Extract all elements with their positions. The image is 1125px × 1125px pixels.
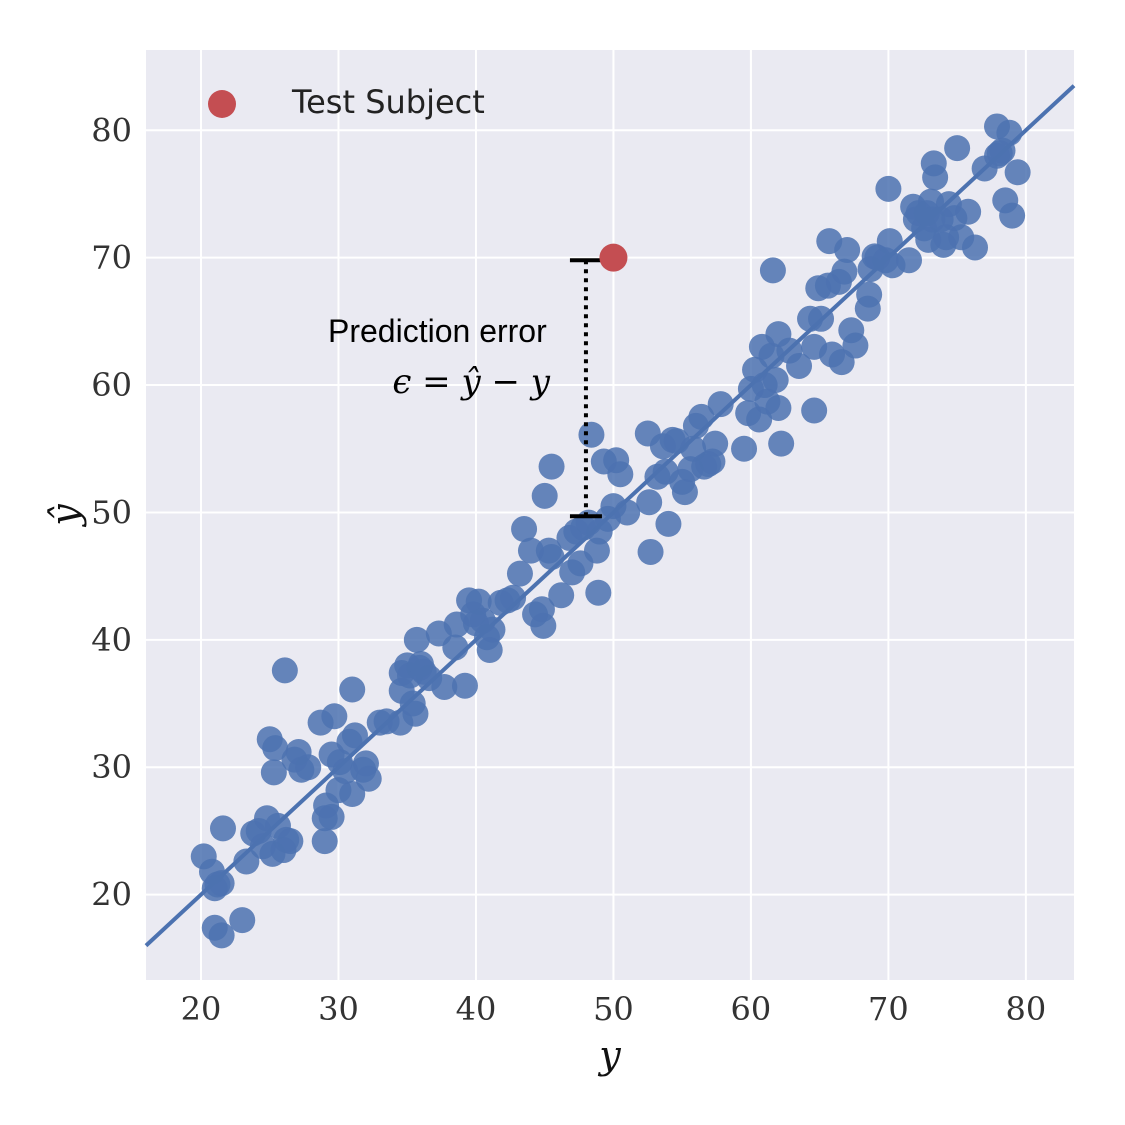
data-point bbox=[578, 421, 605, 448]
data-point bbox=[920, 150, 947, 177]
x-tick-label: 50 bbox=[593, 990, 634, 1028]
y-tick-label: 40 bbox=[91, 621, 132, 659]
data-point bbox=[768, 430, 795, 457]
data-point bbox=[339, 676, 366, 703]
data-point bbox=[999, 202, 1026, 229]
test-subject-point bbox=[599, 243, 628, 272]
data-point bbox=[607, 461, 634, 488]
legend: Test Subject bbox=[208, 83, 485, 121]
data-point bbox=[511, 516, 538, 543]
data-point bbox=[355, 765, 382, 792]
data-point bbox=[442, 634, 469, 661]
y-tick-label: 80 bbox=[91, 111, 132, 149]
data-point bbox=[321, 703, 348, 730]
data-point bbox=[402, 700, 429, 727]
data-point bbox=[583, 537, 610, 564]
y-tick-label: 50 bbox=[91, 493, 132, 531]
data-point bbox=[451, 672, 478, 699]
legend-label: Test Subject bbox=[291, 83, 485, 121]
data-point bbox=[262, 735, 289, 762]
x-tick-label: 40 bbox=[456, 990, 497, 1028]
highlight-group bbox=[599, 243, 628, 272]
x-tick-label: 60 bbox=[731, 990, 772, 1028]
x-tick-label: 70 bbox=[868, 990, 909, 1028]
data-point bbox=[548, 582, 575, 609]
data-point bbox=[339, 781, 366, 807]
data-point bbox=[531, 482, 558, 509]
data-point bbox=[842, 332, 869, 359]
annotation-formula: ϵ = ŷ − y bbox=[392, 362, 550, 402]
data-point bbox=[801, 397, 828, 424]
data-point bbox=[479, 616, 506, 643]
x-tick-labels: 20 30 40 50 60 70 80 bbox=[181, 990, 1047, 1028]
x-axis-label: y bbox=[597, 1033, 621, 1077]
data-point bbox=[431, 673, 458, 700]
data-point bbox=[260, 759, 287, 786]
data-point bbox=[229, 907, 256, 934]
data-point bbox=[295, 754, 322, 781]
data-point bbox=[655, 510, 682, 537]
data-point bbox=[538, 453, 565, 480]
data-point bbox=[311, 828, 338, 855]
data-point bbox=[517, 537, 544, 564]
data-point bbox=[500, 584, 527, 611]
data-point bbox=[765, 394, 792, 421]
data-point bbox=[944, 135, 971, 162]
y-tick-label: 60 bbox=[91, 366, 132, 404]
data-point bbox=[209, 815, 236, 842]
data-points bbox=[190, 113, 1031, 949]
data-point bbox=[277, 828, 304, 855]
data-point bbox=[856, 281, 883, 308]
y-axis-label: ŷ bbox=[43, 504, 87, 528]
data-point bbox=[834, 237, 861, 264]
data-point bbox=[403, 626, 430, 653]
data-point bbox=[707, 391, 734, 418]
data-point bbox=[786, 352, 813, 379]
data-point bbox=[875, 175, 902, 202]
y-tick-label: 30 bbox=[91, 748, 132, 786]
data-point bbox=[341, 722, 368, 749]
prediction-error-annotation: Prediction error ϵ = ŷ − y bbox=[328, 258, 602, 519]
data-point bbox=[702, 430, 729, 457]
y-tick-label: 70 bbox=[91, 239, 132, 277]
data-point bbox=[896, 247, 923, 274]
data-point bbox=[759, 257, 786, 284]
x-tick-label: 80 bbox=[1006, 990, 1047, 1028]
data-point bbox=[476, 637, 503, 664]
data-point bbox=[208, 870, 235, 897]
data-point bbox=[731, 435, 758, 462]
y-tick-label: 20 bbox=[91, 876, 132, 914]
data-point bbox=[233, 848, 260, 875]
data-point bbox=[636, 489, 663, 516]
data-point bbox=[688, 403, 715, 430]
data-point bbox=[876, 228, 903, 255]
data-point bbox=[637, 538, 664, 565]
data-point bbox=[671, 479, 698, 506]
data-point bbox=[1004, 159, 1031, 186]
data-point bbox=[208, 922, 235, 949]
data-point bbox=[955, 198, 982, 225]
y-tick-labels: 20 30 40 50 60 70 80 bbox=[91, 111, 132, 913]
data-point bbox=[996, 119, 1023, 146]
data-point bbox=[962, 234, 989, 261]
annotation-label: Prediction error bbox=[328, 313, 547, 349]
data-point bbox=[506, 560, 533, 587]
data-point bbox=[318, 803, 345, 830]
data-point bbox=[585, 579, 612, 606]
x-tick-label: 20 bbox=[181, 990, 222, 1028]
data-point bbox=[538, 544, 565, 571]
data-point bbox=[530, 612, 557, 639]
data-point bbox=[614, 499, 641, 526]
data-point bbox=[271, 657, 298, 684]
legend-marker bbox=[208, 90, 236, 118]
x-tick-label: 30 bbox=[318, 990, 359, 1028]
data-point bbox=[808, 305, 835, 332]
data-point bbox=[831, 258, 858, 285]
data-point bbox=[762, 366, 789, 393]
